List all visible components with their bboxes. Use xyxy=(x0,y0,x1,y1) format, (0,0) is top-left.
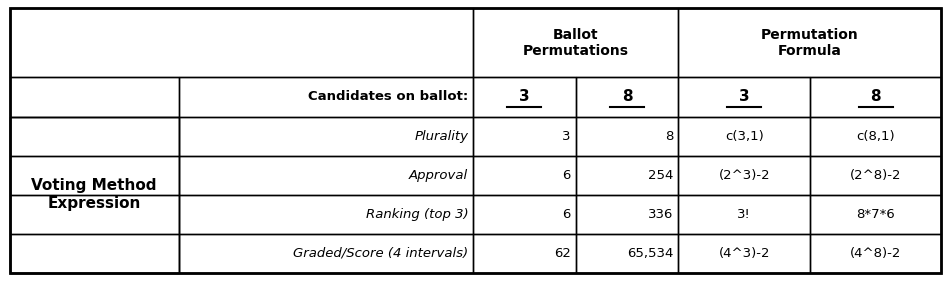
Bar xyxy=(10,234,179,273)
Bar xyxy=(10,194,179,234)
Text: Candidates on ballot:: Candidates on ballot: xyxy=(308,90,468,103)
Text: c(3,1): c(3,1) xyxy=(725,130,764,142)
Text: Voting Method
Expression: Voting Method Expression xyxy=(31,178,157,211)
Bar xyxy=(575,234,678,273)
Bar xyxy=(810,77,941,117)
Bar xyxy=(678,77,810,117)
Bar xyxy=(575,117,678,155)
Text: Ballot
Permutations: Ballot Permutations xyxy=(523,28,629,58)
Text: Plurality: Plurality xyxy=(415,130,468,142)
Bar xyxy=(575,155,678,194)
Bar xyxy=(678,234,810,273)
Bar xyxy=(473,194,575,234)
Bar xyxy=(10,117,179,155)
Bar xyxy=(10,8,473,77)
Text: 6: 6 xyxy=(563,208,571,221)
Text: 3!: 3! xyxy=(737,208,751,221)
Bar xyxy=(179,194,473,234)
Text: 8*7*6: 8*7*6 xyxy=(856,208,895,221)
Bar xyxy=(10,77,179,117)
Bar xyxy=(473,155,575,194)
Text: c(8,1): c(8,1) xyxy=(857,130,895,142)
Bar xyxy=(810,234,941,273)
Bar xyxy=(575,77,678,117)
Text: 6: 6 xyxy=(563,169,571,182)
Bar xyxy=(575,194,678,234)
Text: 8: 8 xyxy=(870,89,881,104)
Bar xyxy=(10,117,179,273)
Text: (4^3)-2: (4^3)-2 xyxy=(718,246,770,260)
Bar xyxy=(473,77,575,117)
Bar xyxy=(179,77,473,117)
Bar xyxy=(179,117,473,155)
Text: 336: 336 xyxy=(649,208,673,221)
Text: 3: 3 xyxy=(739,89,749,104)
Text: 3: 3 xyxy=(562,130,571,142)
Text: Ranking (top 3): Ranking (top 3) xyxy=(365,208,468,221)
Bar xyxy=(678,155,810,194)
Text: (4^8)-2: (4^8)-2 xyxy=(850,246,902,260)
Bar xyxy=(810,117,941,155)
Bar xyxy=(810,155,941,194)
Bar xyxy=(810,194,941,234)
Bar xyxy=(678,117,810,155)
Bar xyxy=(10,155,179,194)
Text: 8: 8 xyxy=(666,130,673,142)
Text: 8: 8 xyxy=(622,89,632,104)
Text: 65,534: 65,534 xyxy=(628,246,673,260)
Bar xyxy=(473,117,575,155)
Bar xyxy=(678,194,810,234)
Bar xyxy=(473,8,678,77)
Text: Permutation
Formula: Permutation Formula xyxy=(761,28,859,58)
Text: 62: 62 xyxy=(554,246,571,260)
Text: Graded/Score (4 intervals): Graded/Score (4 intervals) xyxy=(293,246,468,260)
Text: (2^8)-2: (2^8)-2 xyxy=(850,169,902,182)
Bar xyxy=(179,234,473,273)
Text: 3: 3 xyxy=(519,89,530,104)
Bar xyxy=(678,8,941,77)
Text: (2^3)-2: (2^3)-2 xyxy=(718,169,770,182)
Bar xyxy=(473,234,575,273)
Text: 254: 254 xyxy=(649,169,673,182)
Text: Approval: Approval xyxy=(409,169,468,182)
Bar xyxy=(179,155,473,194)
